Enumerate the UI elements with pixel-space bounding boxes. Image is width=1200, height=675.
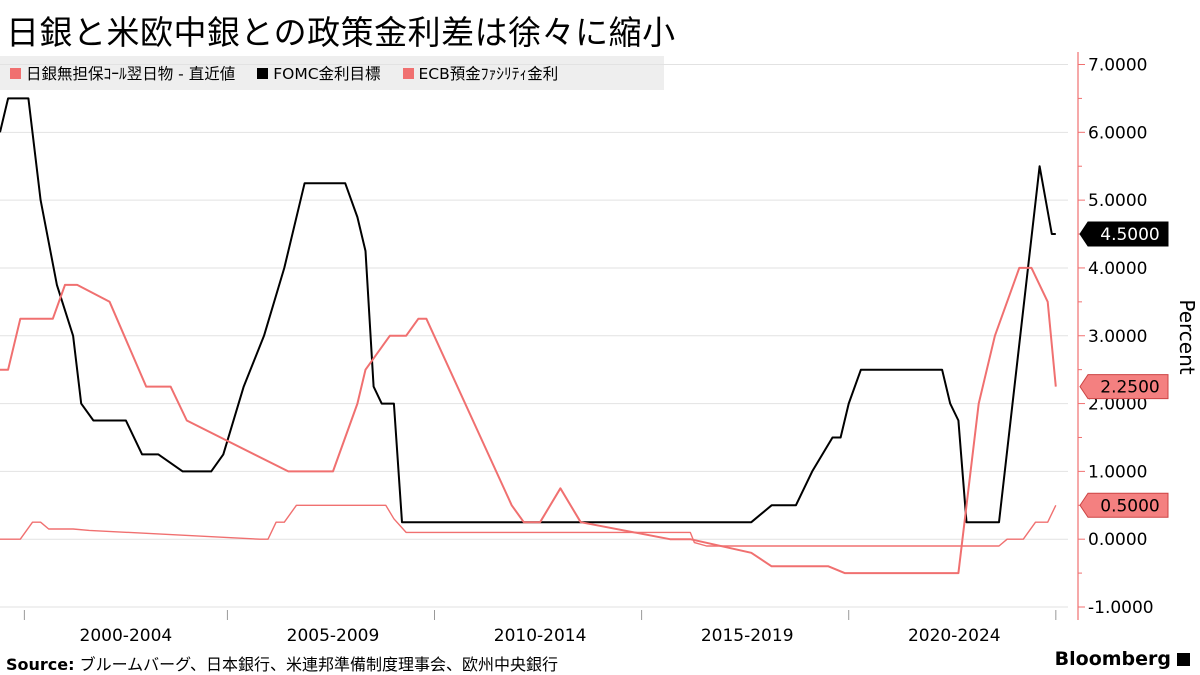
legend-label-boj: 日銀無担保ｺｰﾙ翌日物 - 直近値 xyxy=(26,65,236,83)
legend: 日銀無担保ｺｰﾙ翌日物 - 直近値 FOMC金利目標 ECB預金ﾌｧｼﾘﾃｨ金利 xyxy=(0,56,664,90)
x-tick-label: 2010-2014 xyxy=(494,626,587,646)
bloomberg-logo-icon xyxy=(1177,652,1190,666)
end-label-tag xyxy=(1079,492,1169,518)
y-tick-label: 5.0000 xyxy=(1088,191,1147,211)
y-tick-label: 4.0000 xyxy=(1088,259,1147,279)
legend-label-ecb: ECB預金ﾌｧｼﾘﾃｨ金利 xyxy=(418,65,559,83)
brand-name: Bloomberg xyxy=(1054,648,1171,670)
series-line-ecb xyxy=(0,266,1057,575)
series-line-fomc xyxy=(0,97,1056,524)
end-label-tag xyxy=(1079,374,1169,400)
legend-item-ecb: ECB預金ﾌｧｼﾘﾃｨ金利 xyxy=(402,62,559,84)
brand: Bloomberg xyxy=(1055,648,1190,670)
legend-swatch-fomc xyxy=(257,67,269,79)
y-tick-label: 0.0000 xyxy=(1088,530,1147,550)
chart-title: 日銀と米欧中銀との政策金利差は徐々に縮小 xyxy=(6,13,676,52)
legend-swatch-boj xyxy=(10,67,21,79)
end-label-value: 4.5000 xyxy=(1100,225,1159,245)
y-tick-label: 7.0000 xyxy=(1088,56,1147,76)
x-tick-label: 2015-2019 xyxy=(701,626,794,646)
source-note: Source: ブルームバーグ、日本銀行、米連邦準備制度理事会、欧州中央銀行 xyxy=(6,651,558,675)
end-label-tag xyxy=(1079,221,1169,247)
x-tick-label: 2020-2024 xyxy=(908,626,1001,646)
y-tick-label: 6.0000 xyxy=(1088,123,1147,143)
legend-item-fomc: FOMC金利目標 xyxy=(257,62,381,84)
y-tick-label: 1.0000 xyxy=(1088,462,1147,482)
legend-swatch-ecb xyxy=(402,67,414,79)
y-tick-label: 3.0000 xyxy=(1088,327,1147,347)
y-tick-label: 2.0000 xyxy=(1088,395,1147,415)
legend-item-boj: 日銀無担保ｺｰﾙ翌日物 - 直近値 xyxy=(10,62,235,84)
series-line-boj xyxy=(0,504,1057,547)
end-label-value: 0.5000 xyxy=(1100,496,1159,516)
source-text: ブルームバーグ、日本銀行、米連邦準備制度理事会、欧州中央銀行 xyxy=(74,655,559,674)
source-label: Source: xyxy=(6,655,75,674)
y-axis-label: Percent xyxy=(1175,299,1199,374)
series-layer xyxy=(0,97,1057,575)
axes: 7.0000 6.0000 5.0000 4.0000 3.0000 2.0000 1.00… xyxy=(23,52,1154,646)
y-tick-label: -1.0000 xyxy=(1088,598,1154,618)
x-tick-label: 2005-2009 xyxy=(287,626,380,646)
end-label-value: 2.2500 xyxy=(1100,378,1159,398)
legend-label-fomc: FOMC金利目標 xyxy=(273,65,381,83)
x-tick-label: 2000-2004 xyxy=(80,626,173,646)
gridlines xyxy=(0,64,1068,608)
end-labels: 4.5000 2.2500 0.5000 xyxy=(1079,221,1169,518)
